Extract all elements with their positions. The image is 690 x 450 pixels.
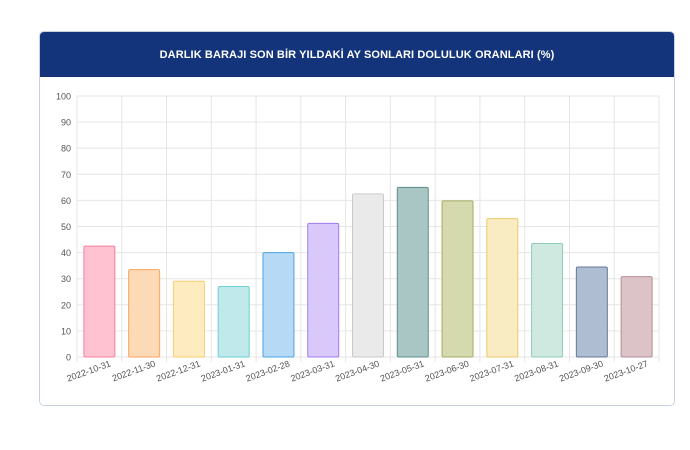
bar [217,286,250,358]
chart-title: DARLIK BARAJI SON BİR YILDAKİ AY SONLARI… [159,48,555,61]
y-tick-label: 90 [61,118,71,128]
bar [531,242,564,358]
bar [575,266,608,358]
bar [83,245,116,358]
bar [128,269,161,358]
x-tick-label: 2023-09-30 [558,358,605,383]
x-tick-label: 2023-08-31 [513,358,560,383]
y-tick-label: 10 [61,326,71,336]
x-tick-label: 2023-02-28 [244,358,291,383]
y-tick-label: 100 [56,92,71,102]
x-tick-label: 2023-03-31 [289,358,336,383]
bar [620,276,653,358]
bar [307,222,340,358]
x-tick-label: 2023-04-30 [334,358,381,383]
y-tick-label: 60 [61,196,71,206]
bar [352,193,384,358]
y-tick-label: 40 [61,248,71,258]
y-tick-label: 0 [66,353,71,363]
x-tick-label: 2023-01-31 [200,358,247,383]
y-tick-label: 20 [61,300,71,310]
x-tick-label: 2023-05-31 [379,358,426,383]
y-tick-label: 50 [61,222,71,232]
card-header: DARLIK BARAJI SON BİR YILDAKİ AY SONLARI… [40,32,674,77]
bar [262,252,295,358]
y-tick-label: 30 [61,274,71,284]
x-tick-label: 2022-11-30 [111,358,157,383]
x-tick-label: 2023-07-31 [468,358,515,383]
bar [486,218,519,358]
y-tick-label: 70 [61,170,71,180]
bar [396,186,429,358]
x-tick-label: 2023-10-27 [603,358,650,383]
x-tick-label: 2023-06-30 [424,358,471,383]
x-tick-label: 2022-12-31 [155,358,202,383]
bar [172,280,205,358]
bar [441,200,474,358]
x-tick-label: 2022-10-31 [65,358,112,383]
y-tick-label: 80 [61,144,71,154]
